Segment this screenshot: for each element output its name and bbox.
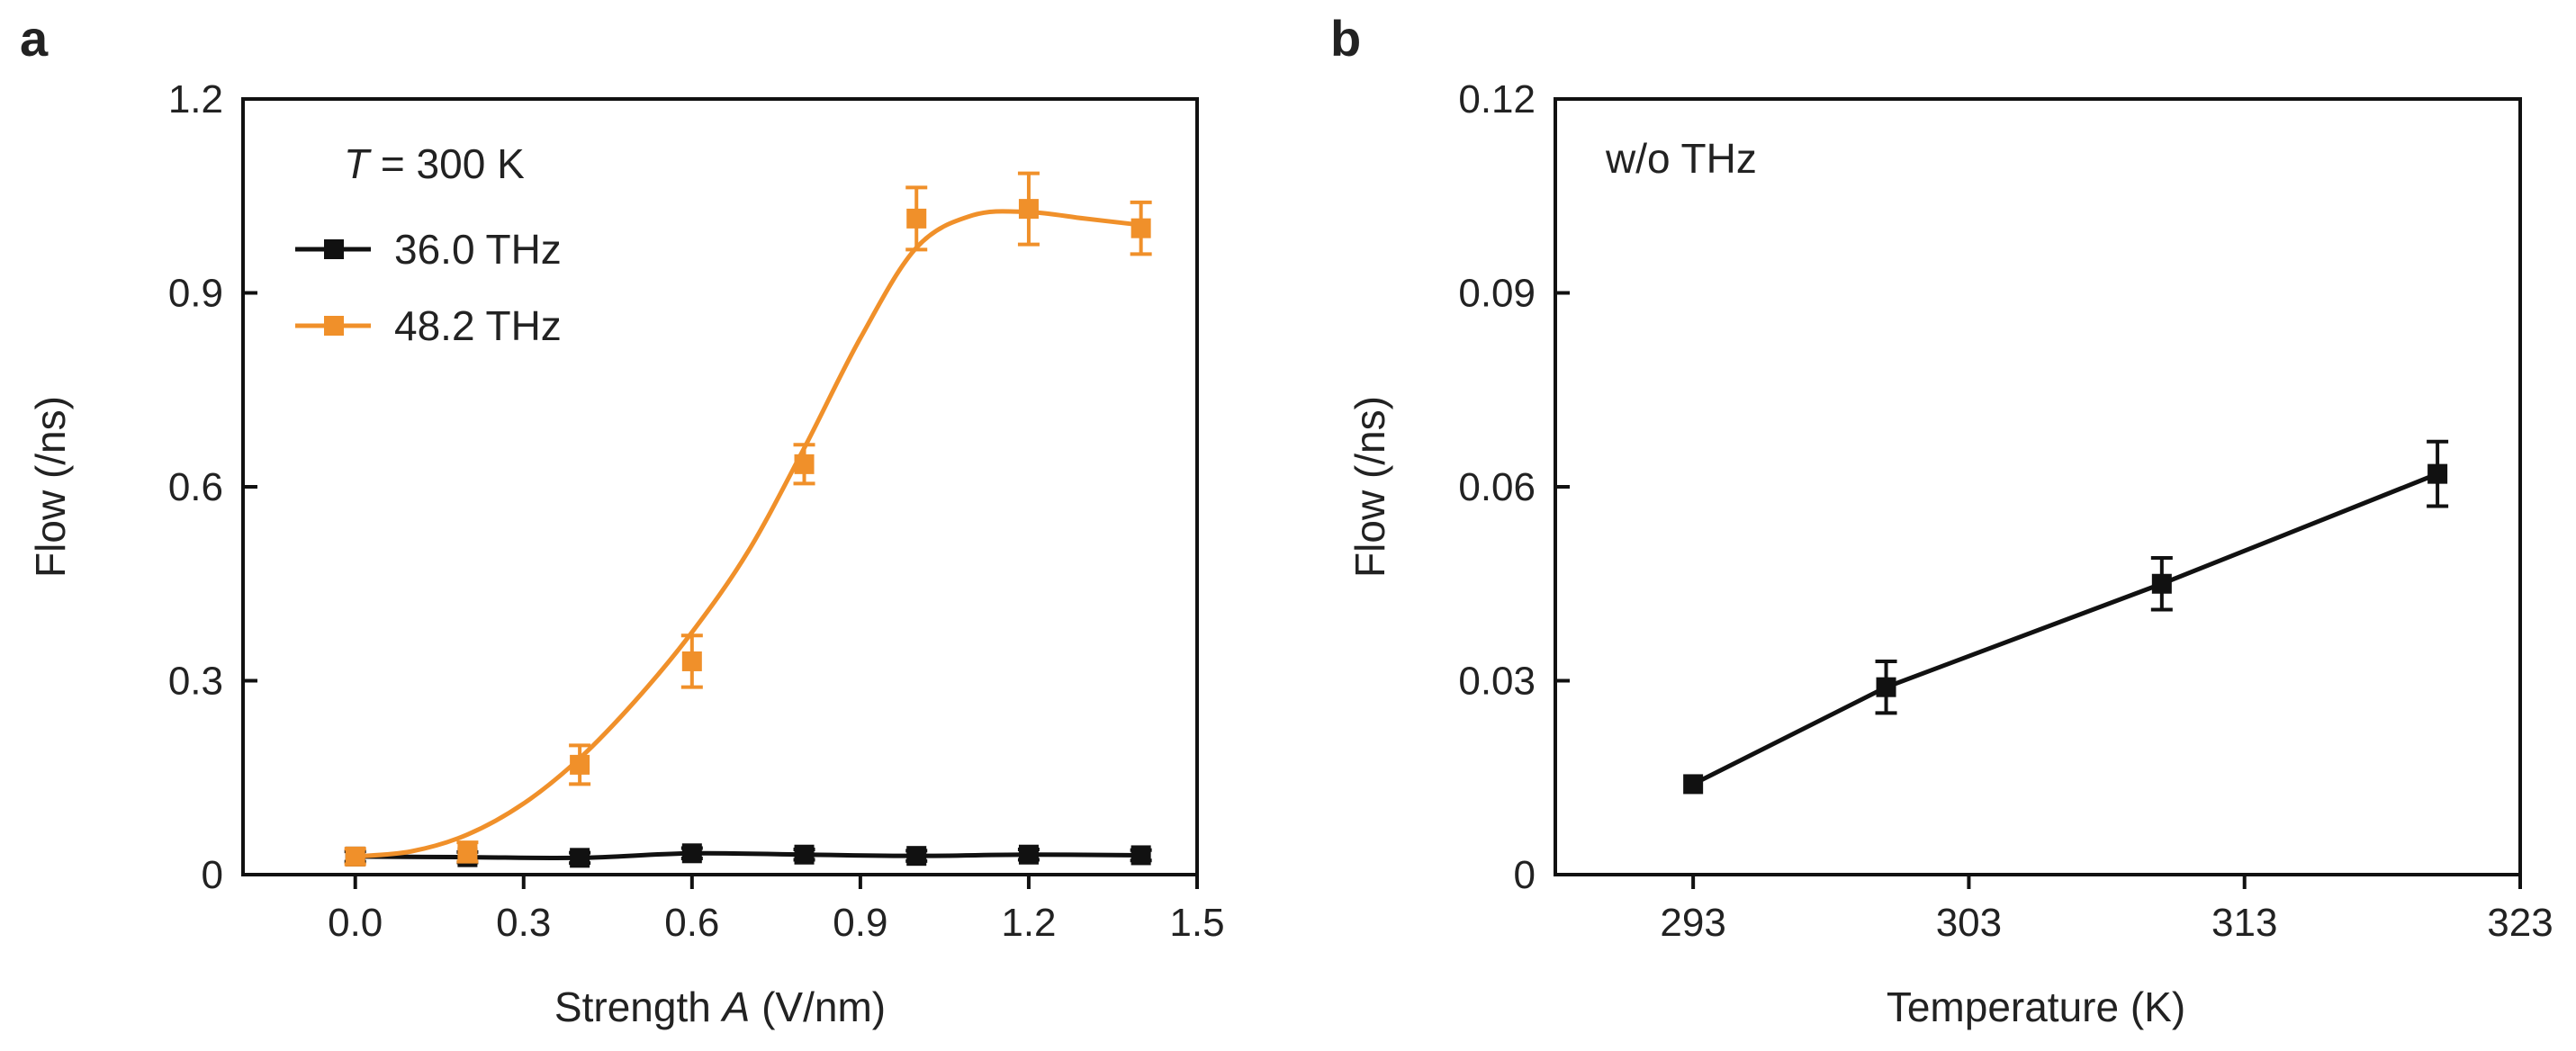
y-tick-label-a-4: 1.2 — [168, 77, 223, 121]
panel-b: b 293 303 313 323 0 0.03 0.06 0.09 0.12 Temperat… — [1330, 10, 2553, 1030]
y-tick-label-b-1: 0.03 — [1458, 660, 1536, 704]
data-point-b-0-0 — [1683, 774, 1704, 795]
legend-label-36: 36.0 THz — [394, 226, 562, 273]
x-tick-label-a-3: 0.9 — [833, 901, 887, 945]
x-tick-label-b-1: 303 — [1936, 901, 2002, 945]
y-tick-label-b-0: 0 — [1514, 853, 1536, 897]
data-point-b-0-1 — [1876, 677, 1896, 697]
legend-title: T = 300 K — [344, 140, 525, 187]
data-point-a-0-3 — [681, 843, 702, 864]
data-point-a-0-6 — [1018, 844, 1039, 865]
x-tick-label-a-4: 1.2 — [1001, 901, 1056, 945]
y-tick-label-a-3: 0.9 — [168, 272, 223, 316]
x-tick-label-a-5: 1.5 — [1169, 901, 1224, 945]
x-tick-label-b-2: 313 — [2211, 901, 2277, 945]
data-point-b-0-2 — [2151, 573, 2172, 594]
data-point-a-1-7 — [1130, 218, 1151, 238]
data-point-a-1-6 — [1018, 199, 1039, 220]
data-point-a-1-1 — [457, 841, 478, 862]
data-point-b-0-3 — [2427, 463, 2448, 484]
x-tick-label-b-3: 323 — [2487, 901, 2553, 945]
legend-marker-48 — [324, 316, 344, 336]
x-tick-label-a-1: 0.3 — [496, 901, 551, 945]
data-point-a-0-7 — [1130, 845, 1151, 866]
x-tick-label-b-0: 293 — [1660, 901, 1725, 945]
panel-b-y-axis-label: Flow (/ns) — [1347, 396, 1393, 578]
panel-a-ticks: 0.0 0.3 0.6 0.9 1.2 1.5 0 0.3 0.6 0.9 1.2 — [168, 77, 1225, 945]
panel-a: a 0.0 0.3 0.6 0.9 1.2 1.5 0 0.3 0.6 0.9 1.2 Streng… — [20, 10, 1225, 1030]
data-point-a-0-5 — [906, 846, 927, 867]
y-tick-label-b-4: 0.12 — [1458, 77, 1536, 121]
legend-marker-36 — [324, 239, 344, 259]
y-tick-label-a-2: 0.6 — [168, 465, 223, 509]
data-point-a-0-4 — [794, 844, 815, 865]
panel-a-plot-area — [344, 171, 1152, 868]
panel-b-annotation: w/o THz — [1605, 135, 1757, 182]
data-point-a-1-2 — [570, 754, 590, 775]
data-point-a-0-2 — [570, 848, 590, 868]
panel-b-letter: b — [1330, 10, 1361, 67]
panel-a-x-axis-label: Strength A (V/nm) — [554, 984, 886, 1030]
series-line-a-1 — [355, 209, 1141, 859]
y-tick-label-b-2: 0.06 — [1458, 465, 1536, 509]
panel-a-legend: T = 300 K 36.0 THz 48.2 THz — [295, 140, 562, 349]
panel-a-y-axis-label: Flow (/ns) — [27, 396, 74, 578]
data-point-a-1-5 — [906, 208, 927, 229]
panel-a-letter: a — [20, 10, 49, 67]
data-point-a-1-0 — [345, 846, 365, 867]
data-point-a-1-4 — [794, 454, 815, 474]
data-point-a-1-3 — [681, 651, 702, 671]
panel-b-plot-area — [1683, 439, 2449, 795]
y-tick-label-b-3: 0.09 — [1458, 272, 1536, 316]
panel-b-x-axis-label: Temperature (K) — [1887, 984, 2185, 1030]
panel-b-ticks: 293 303 313 323 0 0.03 0.06 0.09 0.12 — [1458, 77, 2553, 945]
y-tick-label-a-0: 0 — [202, 853, 223, 897]
series-line-a-0 — [355, 850, 1141, 861]
panel-b-frame — [1554, 97, 2522, 876]
y-tick-label-a-1: 0.3 — [168, 660, 223, 704]
series-line-b-0 — [1692, 472, 2439, 786]
legend-label-48: 48.2 THz — [394, 302, 562, 349]
x-tick-label-a-0: 0.0 — [328, 901, 383, 945]
x-tick-label-a-2: 0.6 — [664, 901, 719, 945]
